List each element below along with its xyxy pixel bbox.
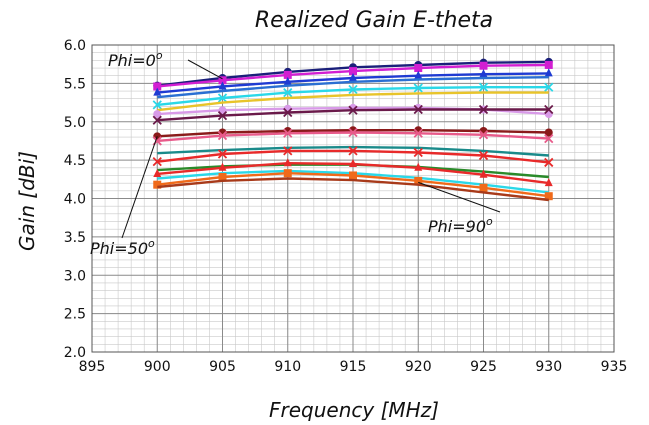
annotation-leader xyxy=(187,59,223,80)
y-tick-label: 2.5 xyxy=(64,307,86,323)
y-tick-label: 4.0 xyxy=(64,192,86,208)
data-point xyxy=(283,169,292,178)
x-tick-label: 905 xyxy=(209,359,236,375)
data-point xyxy=(153,82,162,91)
data-point xyxy=(414,162,423,171)
y-axis-label: Gain [dBi] xyxy=(15,151,39,251)
data-point xyxy=(414,64,423,73)
data-point xyxy=(283,146,293,156)
series-line-11 xyxy=(157,145,549,157)
series-line-17 xyxy=(157,177,549,202)
data-point xyxy=(544,82,554,92)
tick-labels: 895 900 905 910 915 920 925 930 935 2.0 2.5 3.0 3.5 4… xyxy=(64,38,628,375)
data-point xyxy=(152,115,162,125)
data-point xyxy=(217,110,228,121)
data-point xyxy=(283,128,293,138)
annotation-label: Phi=0o xyxy=(108,49,163,70)
data-point xyxy=(479,61,488,70)
data-point xyxy=(153,168,162,177)
y-tick-label: 3.5 xyxy=(64,230,86,246)
data-point xyxy=(349,73,357,82)
data-point xyxy=(153,87,162,96)
data-point xyxy=(479,183,488,192)
data-point xyxy=(544,68,553,77)
data-point xyxy=(544,60,553,69)
x-tick-label: 910 xyxy=(274,359,301,375)
data-point xyxy=(348,146,358,156)
data-point xyxy=(152,157,162,167)
x-axis-label: Frequency [MHz] xyxy=(269,398,439,422)
data-point xyxy=(217,149,228,159)
data-point xyxy=(349,171,357,180)
data-point xyxy=(544,133,554,144)
data-point xyxy=(218,76,227,85)
data-point xyxy=(283,158,292,167)
x-tick-label: 900 xyxy=(144,359,171,375)
data-point xyxy=(544,192,553,201)
data-point xyxy=(478,150,489,161)
data-point xyxy=(479,69,488,78)
y-tick-label: 4.5 xyxy=(64,153,86,169)
data-point xyxy=(413,104,423,115)
data-point xyxy=(413,128,423,138)
x-tick-label: 930 xyxy=(535,359,562,375)
series-line-6 xyxy=(157,91,549,112)
data-point xyxy=(478,82,489,92)
annotation-leader xyxy=(418,181,501,213)
chart-title: Realized Gain E-theta xyxy=(255,8,493,33)
data-point xyxy=(349,67,357,76)
annotation-label: Phi=50o xyxy=(90,237,155,258)
data-point xyxy=(414,176,423,185)
data-point xyxy=(478,130,489,140)
x-tick-label: 915 xyxy=(340,359,367,375)
data-point xyxy=(479,169,488,178)
data-point xyxy=(544,104,554,115)
data-point xyxy=(153,180,162,189)
series-line-4 xyxy=(157,76,549,99)
data-point xyxy=(348,105,358,115)
data-point xyxy=(349,158,357,167)
data-point xyxy=(217,130,228,141)
data-point xyxy=(348,84,358,95)
data-point xyxy=(152,100,162,110)
y-tick-label: 3.0 xyxy=(64,268,86,284)
series-group xyxy=(152,57,554,202)
x-tick-label: 925 xyxy=(470,359,497,375)
annotation-label: Phi=90o xyxy=(428,215,493,236)
y-tick-label: 5.5 xyxy=(64,76,86,92)
data-point xyxy=(283,87,293,98)
data-point xyxy=(544,178,553,187)
annotations: Phi=0o Phi=50o Phi=90o xyxy=(90,49,501,258)
data-point xyxy=(544,157,554,168)
data-point xyxy=(153,110,162,119)
data-point xyxy=(413,147,423,158)
data-point xyxy=(218,162,227,171)
x-tick-label: 935 xyxy=(601,359,628,375)
x-tick-label: 895 xyxy=(79,359,106,375)
data-point xyxy=(217,93,228,103)
data-point xyxy=(283,76,292,85)
data-point xyxy=(413,83,423,93)
data-point xyxy=(283,70,292,79)
data-point xyxy=(283,107,293,118)
data-point xyxy=(478,104,489,115)
data-point xyxy=(544,128,553,137)
data-point xyxy=(218,173,227,182)
data-point xyxy=(348,127,358,138)
data-point xyxy=(218,81,227,90)
data-point xyxy=(414,70,423,79)
y-tick-label: 5.0 xyxy=(64,115,86,131)
annotation-leader xyxy=(121,136,158,239)
y-tick-label: 2.0 xyxy=(64,345,86,361)
y-tick-label: 6.0 xyxy=(64,38,86,54)
x-tick-label: 920 xyxy=(405,359,432,375)
data-point xyxy=(218,106,227,115)
plot-border xyxy=(91,44,615,353)
